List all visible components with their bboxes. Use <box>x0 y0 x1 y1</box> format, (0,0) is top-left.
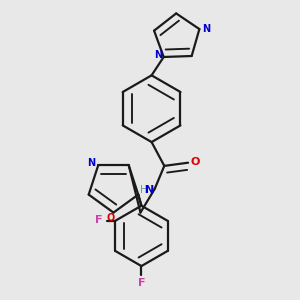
Text: H: H <box>140 185 147 195</box>
Text: O: O <box>190 157 200 167</box>
Text: F: F <box>95 215 102 225</box>
Text: N: N <box>146 185 154 195</box>
Text: N: N <box>202 24 210 34</box>
Text: N: N <box>87 158 95 168</box>
Text: O: O <box>107 213 115 223</box>
Text: N: N <box>154 50 162 60</box>
Text: F: F <box>138 278 145 288</box>
